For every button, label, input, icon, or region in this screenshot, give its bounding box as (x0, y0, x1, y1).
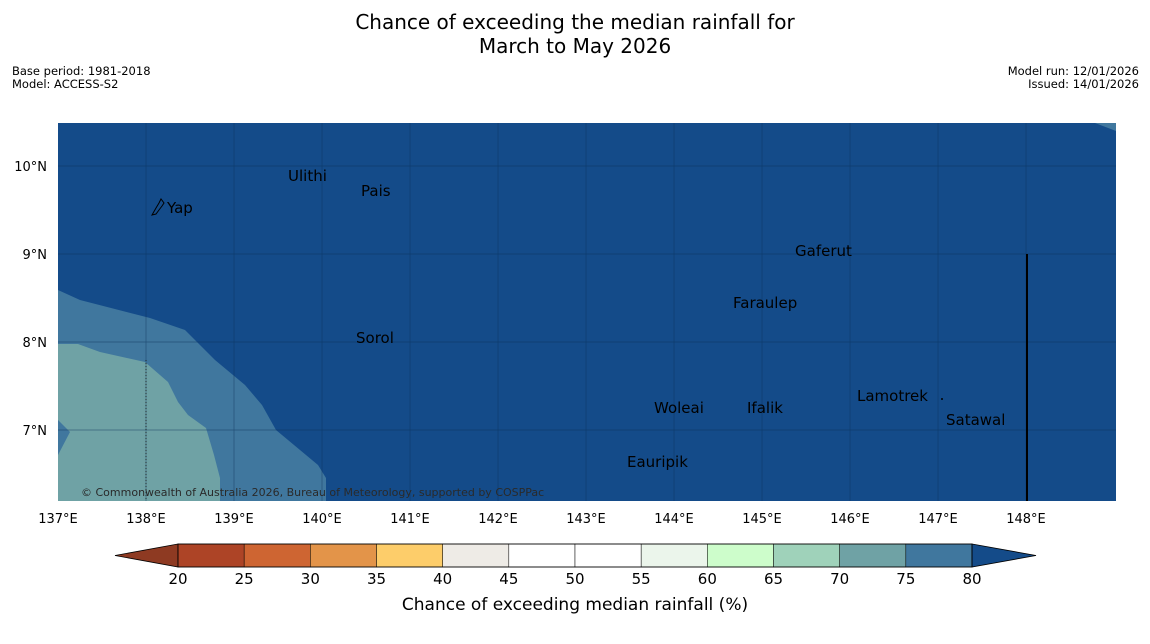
place-sorol: Sorol (356, 329, 394, 347)
place-ifalik: Ifalik (747, 399, 783, 417)
colorbar-segment (707, 543, 774, 568)
colorbar-ticks: 20 25 30 35 40 45 50 55 60 65 70 75 80 (168, 570, 981, 588)
colorbar-tick-label: 25 (235, 570, 254, 588)
lon-label-139e: 139°E (214, 512, 254, 527)
colorbar-tick-label: 50 (565, 570, 584, 588)
colorbar-tick-label: 65 (764, 570, 783, 588)
colorbar-tick-label: 45 (499, 570, 518, 588)
colorbar-frame (177, 543, 973, 568)
lon-label-140e: 140°E (302, 512, 342, 527)
info-left: Base period: 1981-2018 Model: ACCESS-S2 (12, 65, 151, 91)
place-eauripik: Eauripik (627, 453, 688, 471)
lon-label-141e: 141°E (390, 512, 430, 527)
model-run-text: Model run: 12/01/2026 (1007, 64, 1139, 78)
colorbar-title: Chance of exceeding median rainfall (%) (402, 595, 748, 615)
lon-axis: 137°E 138°E 139°E 140°E 141°E 142°E 143°… (38, 512, 1046, 527)
colorbar-segment (905, 543, 973, 568)
info-right: Model run: 12/01/2026 Issued: 14/01/2026 (1008, 65, 1139, 91)
yap-island-shape (150, 198, 165, 216)
colorbar-tick-label: 60 (698, 570, 717, 588)
map-title-line2: March to May 2026 (478, 34, 672, 58)
colorbar-segment (574, 543, 642, 568)
colorbar-tick-label: 20 (168, 570, 187, 588)
colorbar-segment (442, 543, 510, 568)
island-dots (941, 398, 943, 400)
lon-label-146e: 146°E (830, 512, 870, 527)
lon-label-145e: 145°E (742, 512, 782, 527)
lon-label-137e: 137°E (38, 512, 78, 527)
place-woleai: Woleai (654, 399, 704, 417)
place-labels: Ulithi Pais Yap Gaferut Faraulep Sorol W… (166, 167, 1005, 471)
colorbar-tick-label: 75 (896, 570, 915, 588)
contour-65-70 (58, 344, 220, 501)
place-gaferut: Gaferut (795, 242, 852, 260)
lon-label-142e: 142°E (478, 512, 518, 527)
colorbar-segment (177, 543, 245, 568)
place-yap: Yap (166, 199, 193, 217)
place-faraulep: Faraulep (733, 294, 797, 312)
lat-axis: 10°N 9°N 8°N 7°N (14, 160, 47, 439)
colorbar-segment (839, 543, 907, 568)
colorbar-segment (640, 543, 708, 568)
map-title-line1: Chance of exceeding the median rainfall … (355, 10, 795, 34)
place-satawal: Satawal (946, 411, 1005, 429)
place-pais: Pais (361, 182, 391, 200)
colorbar-tick-label: 55 (632, 570, 651, 588)
contour-corner (1095, 123, 1116, 131)
lon-label-147e: 147°E (918, 512, 958, 527)
lon-label-143e: 143°E (566, 512, 606, 527)
place-lamotrek: Lamotrek (857, 387, 928, 405)
model-text: Model: ACCESS-S2 (12, 77, 119, 91)
colorbar-tick-label: 35 (367, 570, 386, 588)
base-period-text: Base period: 1981-2018 (12, 64, 151, 78)
issued-text: Issued: 14/01/2026 (1028, 77, 1139, 91)
colorbar-tick-label: 70 (830, 570, 849, 588)
lon-label-148e: 148°E (1006, 512, 1046, 527)
lat-label-7n: 7°N (23, 424, 48, 439)
lon-label-138e: 138°E (126, 512, 166, 527)
colorbar-tick-label: 80 (962, 570, 981, 588)
colorbar-segment (243, 543, 311, 568)
colorbar-legend: 20 25 30 35 40 45 50 55 60 65 70 75 80 Chance of exc… (114, 543, 1037, 615)
map-title: Chance of exceeding the median rainfall … (0, 10, 1150, 58)
lon-label-144e: 144°E (654, 512, 694, 527)
colorbar-segment (310, 543, 377, 568)
copyright-text: © Commonwealth of Australia 2026, Bureau… (81, 486, 544, 499)
lat-label-9n: 9°N (23, 248, 48, 263)
colorbar-segment (773, 543, 840, 568)
lat-label-8n: 8°N (23, 336, 48, 351)
map-panel: Ulithi Pais Yap Gaferut Faraulep Sorol W… (58, 123, 1116, 501)
colorbar-tick-label: 30 (301, 570, 320, 588)
colorbar-low-arrow (114, 543, 179, 568)
lat-label-10n: 10°N (14, 160, 47, 175)
colorbar-segments (177, 543, 973, 568)
colorbar-high-arrow (971, 543, 1037, 568)
colorbar-tick-label: 40 (433, 570, 452, 588)
colorbar-segment (508, 543, 576, 568)
colorbar-segment (376, 543, 443, 568)
place-ulithi: Ulithi (288, 167, 327, 185)
island-dot-lamotrek (941, 398, 943, 400)
